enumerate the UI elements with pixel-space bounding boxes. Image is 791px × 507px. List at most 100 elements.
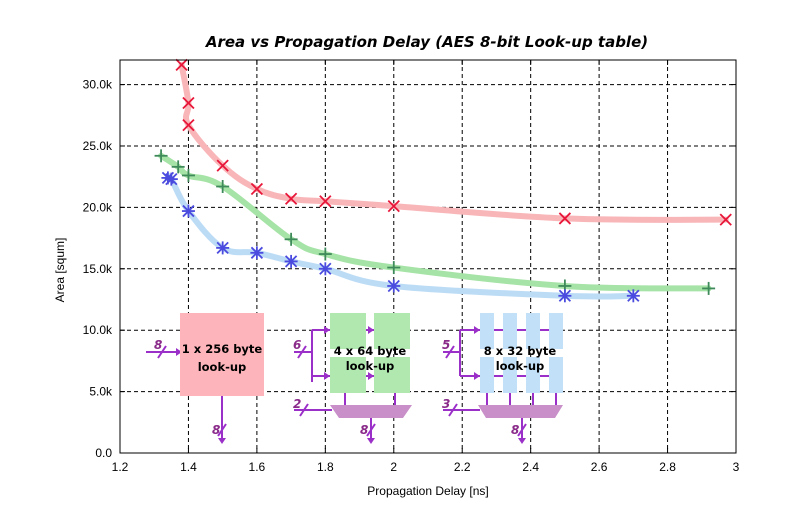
block3-arrow-b bbox=[474, 372, 480, 380]
x-tick-label: 2.8 bbox=[659, 460, 676, 474]
series-2-point-3 bbox=[181, 168, 195, 182]
block3-select-slash bbox=[448, 403, 458, 417]
block3-mux bbox=[478, 405, 563, 418]
y-tick-label: 15.0k bbox=[83, 262, 113, 276]
block3-lookup-bottom-4 bbox=[549, 357, 563, 393]
block3-lookup-top-1 bbox=[480, 313, 494, 349]
x-tick-label: 1.6 bbox=[249, 460, 266, 474]
block3-input-bits: 5 bbox=[442, 338, 450, 352]
axes: 1.2 1.4 1.6 1.8 2 2.2 2.4 2.6 2.8 3 0.0 5.0k 10.0k 15… bbox=[83, 59, 740, 474]
block2-lookup-2 bbox=[374, 313, 410, 349]
series-2-point-4 bbox=[216, 179, 230, 193]
x-tick-label: 2.2 bbox=[454, 460, 471, 474]
series-1-point-6 bbox=[284, 192, 298, 205]
x-tick-label: 1.4 bbox=[180, 460, 197, 474]
series-1-point-3 bbox=[182, 118, 195, 132]
series-1-point-8 bbox=[387, 200, 400, 213]
series-2-point-7 bbox=[387, 261, 401, 275]
block3-output-slash bbox=[517, 423, 527, 437]
y-tick-label: 5.0k bbox=[89, 385, 113, 399]
block3-lookup-top-2 bbox=[503, 313, 517, 349]
block3-output-bits: 8 bbox=[511, 423, 519, 437]
block3-arrow-a bbox=[474, 326, 480, 334]
y-tick-label: 10.0k bbox=[83, 323, 113, 337]
block1-label-line2: look-up bbox=[198, 360, 247, 374]
series-3-point-6 bbox=[284, 254, 298, 268]
series-1-point-1 bbox=[175, 58, 188, 72]
x-tick-label: 3 bbox=[733, 460, 740, 474]
series-1-point-10 bbox=[719, 213, 732, 226]
chart-title: Area vs Propagation Delay (AES 8-bit Loo… bbox=[205, 33, 648, 51]
block1-output-bits: 8 bbox=[212, 423, 220, 437]
series-3-point-10 bbox=[626, 289, 640, 303]
series-3-point-3 bbox=[181, 204, 195, 218]
block1-input-arrow bbox=[176, 348, 182, 356]
series-1-point-4 bbox=[216, 159, 229, 172]
series-3-point-4 bbox=[216, 241, 230, 255]
series-2-point-6 bbox=[318, 247, 332, 261]
x-tick-label: 1.8 bbox=[317, 460, 334, 474]
series-3-point-2 bbox=[164, 172, 178, 186]
x-tick-label: 2.6 bbox=[591, 460, 608, 474]
y-tick-label: 30.0k bbox=[83, 78, 113, 92]
series-3-point-7 bbox=[318, 262, 332, 276]
x-tick-label: 2.4 bbox=[522, 460, 539, 474]
block2-mux bbox=[330, 405, 412, 418]
block3-lookup-top-4 bbox=[549, 313, 563, 349]
y-tick-label: 0.0 bbox=[95, 446, 112, 460]
block2-lookup-4 bbox=[374, 357, 410, 393]
block3-lookup-bottom-3 bbox=[526, 357, 540, 393]
block2-output-slash bbox=[366, 423, 376, 437]
series-lines bbox=[158, 61, 729, 300]
series-1-point-5 bbox=[250, 182, 264, 196]
block2-input-slash bbox=[297, 345, 307, 359]
block1-output-arrow bbox=[218, 438, 226, 444]
block3-input-wire bbox=[443, 329, 480, 377]
x-tick-label: 1.2 bbox=[112, 460, 129, 474]
series-1-point-2 bbox=[182, 96, 195, 110]
block1-output-slash bbox=[217, 423, 227, 437]
block1-label-line1: 1 x 256 byte bbox=[182, 342, 263, 356]
block3-lookup-bottom-2 bbox=[503, 357, 517, 393]
block3-lookup-top-3 bbox=[526, 313, 540, 349]
series-3-point-5 bbox=[250, 246, 264, 260]
series-3-point-9 bbox=[558, 289, 572, 303]
block3-mid-wire bbox=[494, 329, 549, 377]
block1-lookup bbox=[180, 313, 264, 396]
block2-lookup-3 bbox=[330, 357, 366, 393]
x-axis-label: Propagation Delay [ns] bbox=[367, 484, 488, 498]
y-tick-label: 20.0k bbox=[83, 200, 113, 214]
block2-output-bits: 8 bbox=[360, 423, 368, 437]
block2-mid-wire bbox=[366, 329, 374, 377]
y-tick-label: 25.0k bbox=[83, 139, 113, 153]
plot-frame bbox=[119, 59, 737, 454]
series-line-1 bbox=[178, 61, 729, 223]
block2-arrow-a bbox=[324, 326, 330, 334]
block1-input-bits: 8 bbox=[154, 338, 162, 352]
block2-down-wire bbox=[344, 393, 396, 405]
block3-input-slash bbox=[445, 345, 455, 359]
block2-input-wire bbox=[294, 329, 330, 377]
series-2-point-9 bbox=[702, 281, 716, 295]
series-2-point-5 bbox=[284, 232, 298, 246]
block2-select-slash bbox=[299, 403, 309, 417]
block3-select-bits: 3 bbox=[442, 397, 450, 411]
series-3-point-8 bbox=[387, 279, 401, 293]
block2-select-bits: 2 bbox=[293, 397, 301, 411]
y-axis-label: Area [squm] bbox=[53, 238, 67, 303]
block3-label-line2: look-up bbox=[496, 359, 545, 373]
series-2-point-2 bbox=[171, 160, 185, 174]
series-1-point-9 bbox=[558, 212, 572, 225]
block2-input-bits: 6 bbox=[293, 338, 301, 352]
block3-label-line1: 8 x 32 byte bbox=[484, 344, 557, 358]
block2-arrow-c bbox=[324, 372, 330, 380]
series-markers bbox=[154, 58, 732, 303]
x-tick-label: 2 bbox=[390, 460, 397, 474]
block2-output-arrow bbox=[367, 438, 375, 444]
block2-label-line2: look-up bbox=[346, 359, 395, 373]
block3-output-arrow bbox=[518, 438, 526, 444]
block1-input-slash bbox=[157, 345, 167, 359]
block3-lookup-bottom-1 bbox=[480, 357, 494, 393]
